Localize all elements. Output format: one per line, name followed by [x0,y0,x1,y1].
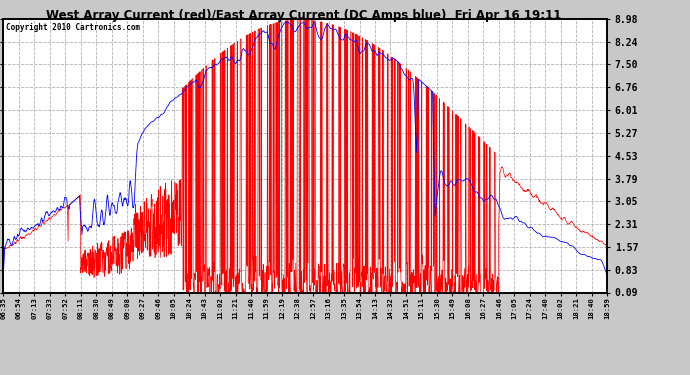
Text: Copyright 2010 Cartronics.com: Copyright 2010 Cartronics.com [6,23,141,32]
Text: West Array Current (red)/East Array Current (DC Amps blue)  Fri Apr 16 19:11: West Array Current (red)/East Array Curr… [46,9,561,22]
